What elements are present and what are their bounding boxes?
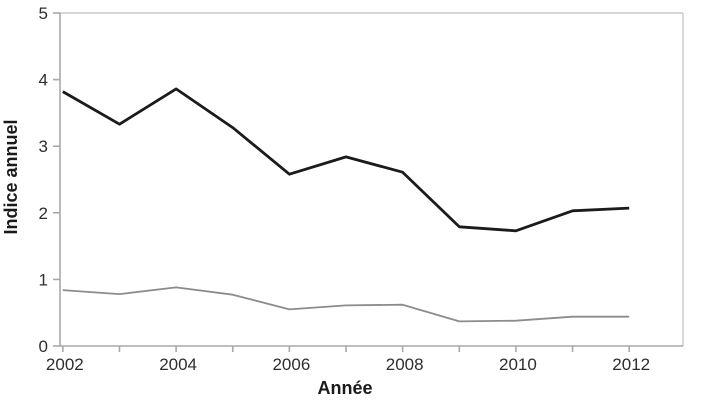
y-axis-title: Indice annuel bbox=[1, 119, 21, 234]
plot-frame bbox=[59, 12, 684, 347]
y-tick-label: 2 bbox=[39, 204, 48, 223]
gray-series-line bbox=[62, 286, 630, 323]
x-tick-label: 2002 bbox=[46, 355, 84, 374]
axis-ticks: 0 1 2 3 4 5 2002 2004 2006 2008 2010 2012 bbox=[39, 4, 651, 374]
x-tick-label: 2008 bbox=[386, 355, 424, 374]
y-tick-label: 5 bbox=[39, 4, 48, 23]
y-tick-label: 1 bbox=[39, 270, 48, 289]
x-tick-label: 2012 bbox=[612, 355, 650, 374]
x-tick-label: 2004 bbox=[159, 355, 197, 374]
x-tick-label: 2010 bbox=[499, 355, 537, 374]
x-axis-title: Année bbox=[317, 378, 372, 398]
y-tick-label: 3 bbox=[39, 137, 48, 156]
y-tick-label: 4 bbox=[39, 71, 48, 90]
black-series-line bbox=[62, 87, 630, 233]
y-tick-label: 0 bbox=[39, 337, 48, 356]
data-series bbox=[62, 87, 630, 323]
x-tick-label: 2006 bbox=[272, 355, 310, 374]
